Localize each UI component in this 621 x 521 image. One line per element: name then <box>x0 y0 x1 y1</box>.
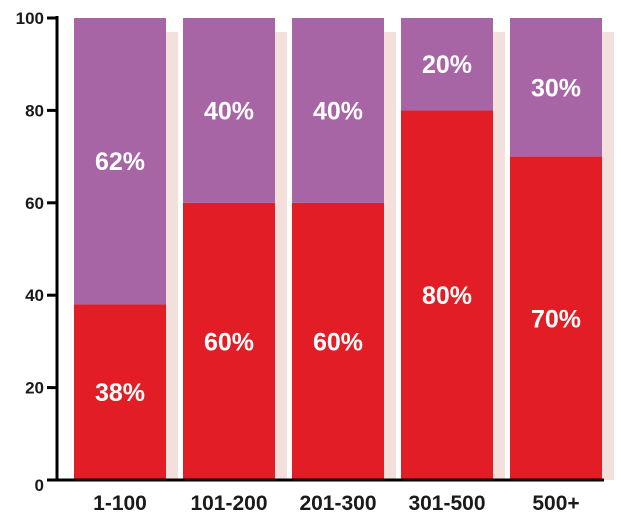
bar-segment-1 <box>401 110 493 481</box>
bar-segment-1 <box>183 202 275 481</box>
bars <box>74 18 602 481</box>
y-tick-label: 40 <box>25 286 44 305</box>
y-tick-label: 20 <box>25 379 44 398</box>
bar-segment-1 <box>510 156 602 480</box>
x-tick-label: 201-300 <box>299 492 376 515</box>
data-label: 40% <box>204 97 254 125</box>
data-label: 38% <box>95 379 145 407</box>
bar-segment-1 <box>292 202 384 481</box>
y-tick-label: 60 <box>25 194 44 213</box>
data-labels: 38% 62% 60% 40% 60% 40% 80% 20% 70% 30% <box>95 51 581 407</box>
axes: 1-100 101-200 201-300 301-500 500+ 0 20 40 60 80 1… <box>16 9 604 515</box>
y-tick-label: 0 <box>35 476 44 495</box>
bar-segment-2 <box>292 18 384 203</box>
x-tick-label: 101-200 <box>190 492 267 515</box>
bar-segment-2 <box>74 18 166 305</box>
data-label: 80% <box>422 282 472 310</box>
bar-segment-1 <box>74 304 166 480</box>
data-label: 70% <box>531 305 581 333</box>
y-tick-label: 100 <box>16 9 44 28</box>
data-label: 20% <box>422 51 472 79</box>
data-label: 60% <box>204 328 254 356</box>
x-tick-label: 1-100 <box>93 492 147 515</box>
y-tick-label: 80 <box>25 101 44 120</box>
data-label: 62% <box>95 148 145 176</box>
x-tick-label: 301-500 <box>408 492 485 515</box>
data-label: 40% <box>313 97 363 125</box>
bar-segment-2 <box>401 18 493 111</box>
x-tick-label: 500+ <box>532 492 579 515</box>
data-label: 30% <box>531 74 581 102</box>
bar-segment-2 <box>183 18 275 203</box>
data-label: 60% <box>313 328 363 356</box>
bar-segment-2 <box>510 18 602 157</box>
